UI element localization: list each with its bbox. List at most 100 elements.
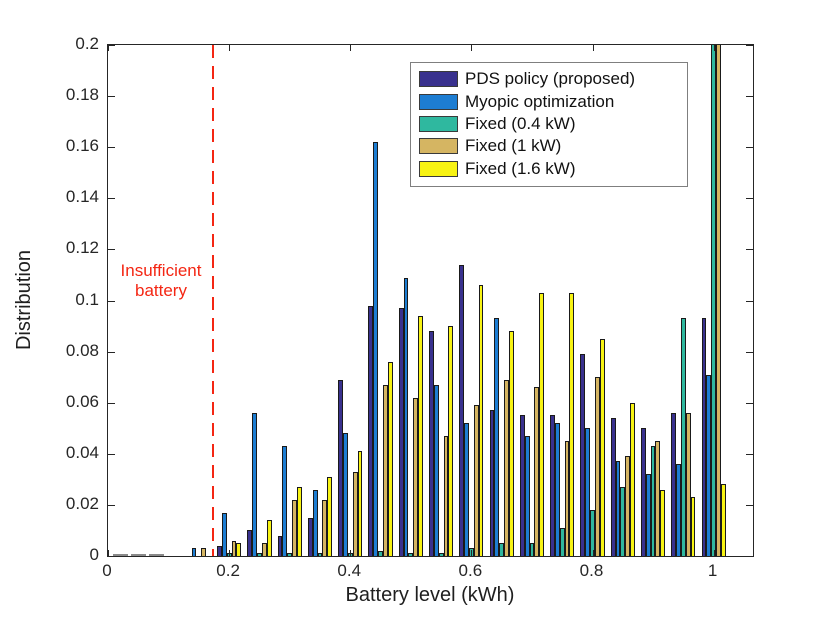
x-tick-top xyxy=(471,45,473,51)
x-tick-label: 0.8 xyxy=(579,561,604,580)
bar xyxy=(564,441,570,556)
bar xyxy=(706,374,712,556)
legend-row: Fixed (0.4 kW) xyxy=(419,113,681,135)
x-tick-top xyxy=(229,45,231,51)
bar xyxy=(524,435,530,556)
bar xyxy=(599,338,605,556)
insufficient-battery-annotation: Insufficient battery xyxy=(108,261,214,301)
legend-label: Fixed (1 kW) xyxy=(465,136,562,156)
x-tick-top xyxy=(592,45,594,51)
bar xyxy=(690,497,696,556)
bar xyxy=(594,377,600,556)
bar xyxy=(378,550,383,556)
legend-swatch xyxy=(419,138,458,155)
bar xyxy=(443,435,449,556)
legend-label: Myopic optimization xyxy=(465,91,615,111)
bar xyxy=(403,277,409,556)
bar xyxy=(554,423,560,556)
bar xyxy=(373,142,379,556)
bar xyxy=(620,487,626,556)
bar xyxy=(256,553,262,556)
bar xyxy=(650,446,656,556)
bar xyxy=(610,418,616,556)
x-tick-top xyxy=(713,45,715,51)
bar xyxy=(569,292,575,556)
bar xyxy=(296,487,302,556)
y-tick xyxy=(108,198,115,200)
legend-label: Fixed (0.4 kW) xyxy=(465,113,576,133)
bar xyxy=(534,387,540,556)
y-tick-label: 0.06 xyxy=(65,391,99,411)
y-tick-label: 0 xyxy=(89,545,99,564)
y-tick-right xyxy=(746,504,753,506)
bar xyxy=(499,543,505,556)
bar xyxy=(550,415,555,556)
x-tick xyxy=(471,550,473,556)
bar xyxy=(307,517,313,556)
x-tick xyxy=(350,550,352,556)
insufficient-battery-threshold-line xyxy=(211,45,214,556)
y-tick xyxy=(108,402,115,404)
bar xyxy=(671,412,677,556)
y-tick-right xyxy=(746,453,753,455)
bar xyxy=(382,384,388,556)
bar xyxy=(387,361,393,556)
near-zero-bar-trace xyxy=(113,554,129,556)
y-tick-right xyxy=(746,249,753,251)
bar xyxy=(322,499,328,556)
bar xyxy=(261,543,267,556)
bar xyxy=(292,499,297,556)
bar xyxy=(247,530,253,556)
near-zero-bar-trace xyxy=(149,554,165,556)
legend-row: Fixed (1 kW) xyxy=(419,135,681,157)
y-tick-label: 0.18 xyxy=(65,85,99,105)
annotation-line-2: battery xyxy=(135,281,187,300)
bar xyxy=(217,545,222,556)
y-tick-label: 0.1 xyxy=(75,289,99,309)
y-tick-right xyxy=(746,351,753,353)
y-tick-label: 0.2 xyxy=(75,34,99,53)
bar xyxy=(352,471,358,556)
y-tick xyxy=(108,556,115,557)
bar xyxy=(191,548,197,556)
bar xyxy=(630,402,635,556)
bar xyxy=(368,305,374,556)
x-axis-label: Battery level (kWh) xyxy=(345,584,515,606)
bar xyxy=(711,45,717,556)
y-tick-label: 0.12 xyxy=(65,238,99,258)
bar xyxy=(615,461,621,556)
bar xyxy=(660,489,666,556)
bar xyxy=(478,285,484,556)
x-tick-label: 0.6 xyxy=(458,561,483,580)
bar xyxy=(676,464,681,556)
y-tick-label: 0.14 xyxy=(65,187,99,207)
bar xyxy=(277,535,283,556)
bar xyxy=(418,315,423,556)
y-tick xyxy=(108,96,115,98)
bar xyxy=(685,412,691,556)
y-tick-right xyxy=(746,96,753,98)
bar xyxy=(433,384,439,556)
x-tick xyxy=(108,550,109,556)
bar xyxy=(625,456,631,556)
bar xyxy=(408,553,414,556)
x-tick xyxy=(229,550,231,556)
bar xyxy=(519,415,525,556)
bar xyxy=(459,264,465,556)
bar xyxy=(585,428,591,556)
bar xyxy=(236,543,242,556)
legend-label: PDS policy (proposed) xyxy=(465,69,636,89)
bar xyxy=(559,527,565,556)
y-tick xyxy=(108,300,115,302)
legend-swatch xyxy=(419,71,458,88)
bar xyxy=(529,543,535,556)
bar xyxy=(327,476,333,556)
legend-label: Fixed (1.6 kW) xyxy=(465,158,576,178)
y-tick xyxy=(108,147,115,149)
bar xyxy=(338,379,343,556)
y-tick-right xyxy=(746,556,753,557)
bar xyxy=(221,512,227,556)
bar xyxy=(357,451,363,556)
bar xyxy=(504,379,509,556)
